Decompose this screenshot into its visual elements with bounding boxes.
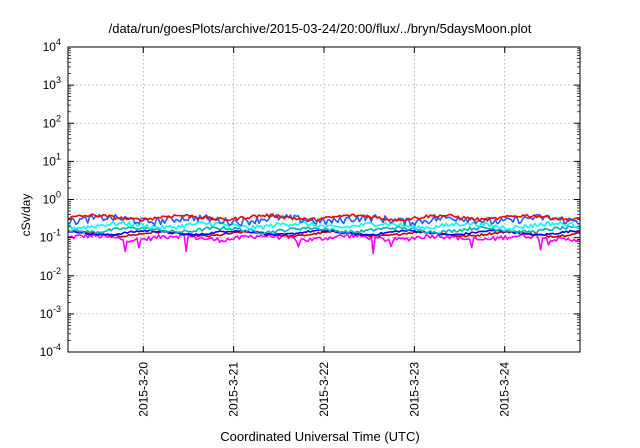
chart-title: /data/run/goesPlots/archive/2015-03-24/2… [108,21,532,36]
x-tick-label: 2015-3-22 [317,362,331,417]
y-tick-label: 104 [43,37,61,54]
x-axis-label: Coordinated Universal Time (UTC) [220,429,420,444]
y-tick-label: 10-2 [40,266,61,283]
x-tick-label: 2015-3-23 [407,362,421,417]
y-tick-label: 103 [43,75,61,92]
y-tick-label: 10-4 [40,342,61,359]
y-tick-label: 101 [43,151,61,168]
x-tick-labels: 2015-3-20 2015-3-21 2015-3-22 2015-3-23 2015… [136,362,511,417]
y-tick-label: 10-3 [40,304,61,321]
series-line-3 [67,225,581,235]
series-line-5 [67,213,581,227]
x-tick-label: 2015-3-24 [498,362,512,417]
y-tick-label: 100 [43,190,61,207]
axis-ticks [68,46,580,353]
series-line-4 [67,220,581,231]
y-tick-label: 10-1 [40,228,61,245]
y-tick-label: 102 [43,113,61,130]
y-axis-label: cSv/day [19,193,33,237]
x-tick-label: 2015-3-20 [136,362,150,417]
series-line-6 [67,213,581,222]
series-layer [67,213,581,255]
grid-lines [68,47,580,352]
y-tick-labels: 10-4 10-3 10-2 10-1 100 101 102 103 104 [40,37,61,359]
x-tick-label: 2015-3-21 [227,362,241,417]
series-line-0 [67,233,581,255]
